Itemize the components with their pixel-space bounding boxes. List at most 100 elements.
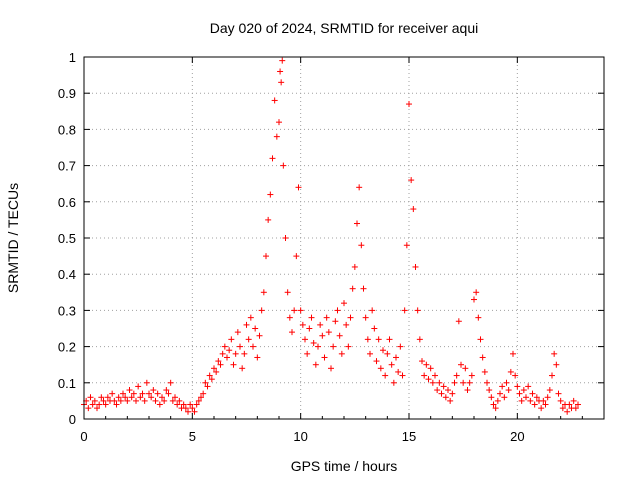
data-point	[148, 394, 155, 401]
data-point	[497, 390, 503, 397]
data-point	[382, 372, 389, 379]
data-point	[542, 401, 549, 408]
data-point	[200, 390, 207, 397]
data-point	[533, 394, 540, 401]
data-point	[117, 397, 124, 404]
y-tick-label: 1	[69, 50, 76, 65]
data-point	[232, 350, 239, 357]
chart-title: Day 020 of 2024, SRMTID for receiver aqu…	[210, 20, 478, 36]
data-point	[189, 405, 196, 412]
data-point	[341, 300, 347, 307]
data-point	[416, 336, 423, 343]
data-points	[81, 57, 581, 415]
data-point	[278, 79, 285, 86]
data-point	[549, 372, 555, 379]
data-point	[234, 329, 241, 336]
data-point	[406, 101, 412, 108]
data-point	[295, 184, 302, 191]
data-point	[263, 253, 269, 260]
data-point	[258, 307, 265, 314]
data-point	[397, 343, 404, 350]
data-point	[462, 365, 469, 372]
data-point	[419, 358, 425, 365]
data-point	[202, 379, 209, 386]
data-point	[531, 401, 538, 408]
data-point	[403, 242, 410, 249]
data-point	[412, 263, 419, 270]
data-point	[384, 350, 391, 357]
data-point	[338, 350, 345, 357]
data-point	[277, 68, 284, 75]
data-point	[185, 408, 191, 415]
data-point	[484, 379, 490, 386]
data-point	[354, 220, 360, 227]
data-point	[529, 390, 536, 397]
data-point	[161, 397, 168, 404]
data-point	[429, 379, 436, 386]
axis-ticks: 00.10.20.30.40.50.60.70.80.910 5 10 15 20	[58, 50, 604, 444]
data-point	[575, 401, 581, 408]
data-point	[393, 354, 399, 361]
data-point	[473, 289, 480, 296]
data-point	[351, 263, 358, 270]
data-point	[421, 372, 428, 379]
data-point	[271, 97, 278, 104]
data-point	[373, 358, 380, 365]
data-point	[120, 390, 126, 397]
data-point	[159, 394, 165, 401]
data-point	[221, 343, 228, 350]
data-point	[172, 394, 178, 401]
y-tick-label: 0.4	[58, 267, 76, 282]
data-point	[252, 325, 259, 332]
data-point	[323, 314, 330, 321]
data-point	[510, 350, 516, 357]
data-point	[546, 387, 553, 394]
y-axis-label: SRMTID / TECUs	[5, 183, 21, 293]
data-point	[442, 394, 449, 401]
data-point	[115, 394, 122, 401]
data-point	[213, 368, 220, 375]
data-point	[375, 336, 382, 343]
data-point	[219, 350, 226, 357]
data-point	[174, 401, 181, 408]
data-point	[122, 394, 129, 401]
data-point	[401, 307, 408, 314]
data-point	[525, 383, 532, 390]
data-point	[494, 397, 501, 404]
data-point	[325, 329, 332, 336]
data-point	[102, 401, 109, 408]
data-point	[423, 361, 430, 368]
data-point	[224, 354, 230, 361]
data-point	[447, 397, 454, 404]
data-point	[451, 379, 458, 386]
data-point	[315, 343, 321, 350]
data-point	[527, 397, 534, 404]
data-point	[130, 390, 137, 397]
data-point	[204, 383, 211, 390]
data-point	[317, 321, 324, 328]
data-point	[191, 408, 198, 415]
data-point	[198, 394, 204, 401]
data-point	[143, 379, 150, 386]
data-point	[128, 394, 135, 401]
data-point	[486, 387, 493, 394]
data-point	[518, 397, 525, 404]
data-point	[503, 379, 510, 386]
data-point	[460, 379, 467, 386]
data-point	[217, 361, 224, 368]
data-point	[395, 368, 402, 375]
grid-lines	[84, 57, 604, 419]
data-point	[256, 332, 263, 339]
data-point	[304, 350, 311, 357]
data-point	[187, 401, 194, 408]
data-point	[440, 383, 447, 390]
data-point	[279, 57, 286, 64]
data-point	[312, 361, 319, 368]
x-axis-label: GPS time / hours	[291, 458, 398, 474]
data-point	[488, 394, 495, 401]
data-point	[343, 321, 350, 328]
data-point	[388, 361, 395, 368]
data-point	[551, 350, 558, 357]
data-point	[434, 387, 441, 394]
data-point	[113, 401, 120, 408]
